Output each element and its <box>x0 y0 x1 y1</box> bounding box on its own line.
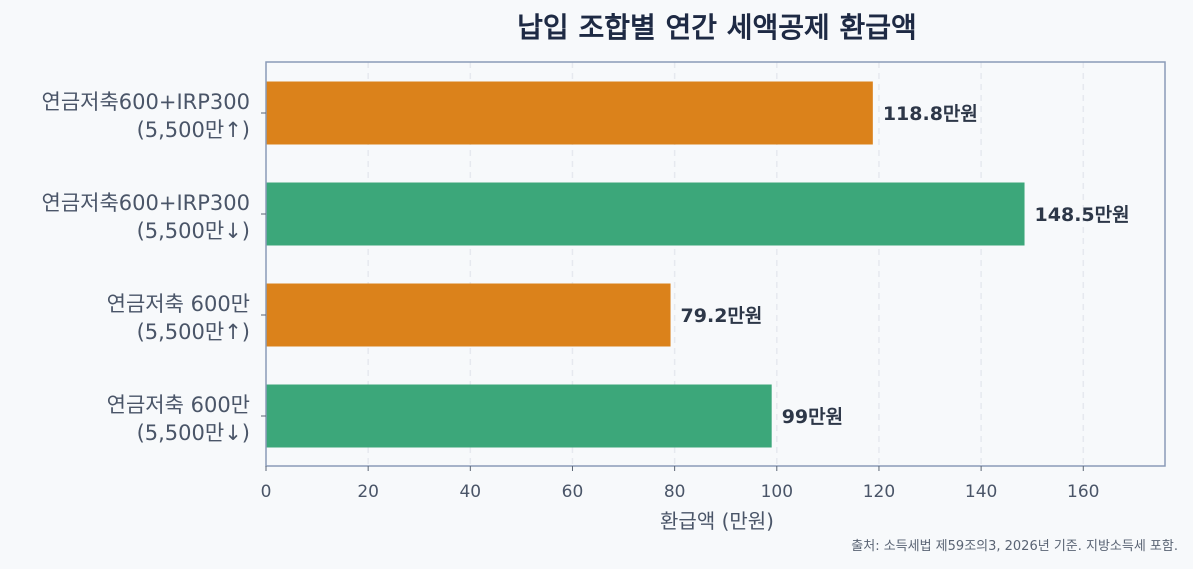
bar <box>266 182 1025 246</box>
y-tick-label: 연금저축 600만 (5,500만↓) <box>107 393 250 445</box>
y-tick-label: 연금저축600+IRP300 (5,500만↓) <box>42 191 251 243</box>
x-tick-label: 140 <box>965 482 997 502</box>
data-label: 99만원 <box>782 406 843 428</box>
data-label: 79.2만원 <box>681 305 763 327</box>
x-tick-label: 100 <box>761 482 793 502</box>
y-tick-label-line: (5,500만↓) <box>137 421 250 445</box>
x-tick-label: 60 <box>562 482 584 502</box>
x-tick-label: 80 <box>664 482 686 502</box>
bar <box>266 384 772 448</box>
y-tick-label-line: 연금저축600+IRP300 <box>42 191 251 215</box>
x-tick-label: 40 <box>459 482 481 502</box>
source-note: 출처: 소득세법 제59조의3, 2026년 기준. 지방소득세 포함. <box>851 539 1178 554</box>
y-tick-label-line: (5,500만↑) <box>137 320 250 344</box>
y-tick-label-line: 연금저축 600만 <box>107 393 250 417</box>
x-axis-title: 환급액 (만원) <box>660 509 774 533</box>
bar <box>266 283 671 347</box>
y-tick-label-line: (5,500만↑) <box>137 118 250 142</box>
x-axis: 0 20 40 60 80 100 120 140 160 <box>261 466 1099 502</box>
x-tick-label: 20 <box>357 482 379 502</box>
data-label: 118.8만원 <box>883 103 978 125</box>
plot-frame <box>265 61 1166 467</box>
y-tick-label: 연금저축600+IRP300 (5,500만↑) <box>42 90 251 142</box>
y-tick-label: 연금저축 600만 (5,500만↑) <box>107 292 250 344</box>
chart-title: 납입 조합별 연간 세액공제 환급액 <box>517 11 917 44</box>
y-tick-label-line: 연금저축 600만 <box>107 292 250 316</box>
data-label: 148.5만원 <box>1035 204 1130 226</box>
y-tick-label-line: 연금저축600+IRP300 <box>42 90 251 114</box>
x-tick-label: 160 <box>1067 482 1099 502</box>
x-tick-label: 0 <box>261 482 272 502</box>
y-tick-label-line: (5,500만↓) <box>137 219 250 243</box>
x-tick-label: 120 <box>863 482 895 502</box>
y-axis: 연금저축600+IRP300 (5,500만↑) 연금저축600+IRP300 (5,… <box>42 90 266 445</box>
bar <box>266 81 873 145</box>
data-labels: 118.8만원 148.5만원 79.2만원 99만원 <box>681 103 1130 428</box>
bars <box>266 81 1025 448</box>
